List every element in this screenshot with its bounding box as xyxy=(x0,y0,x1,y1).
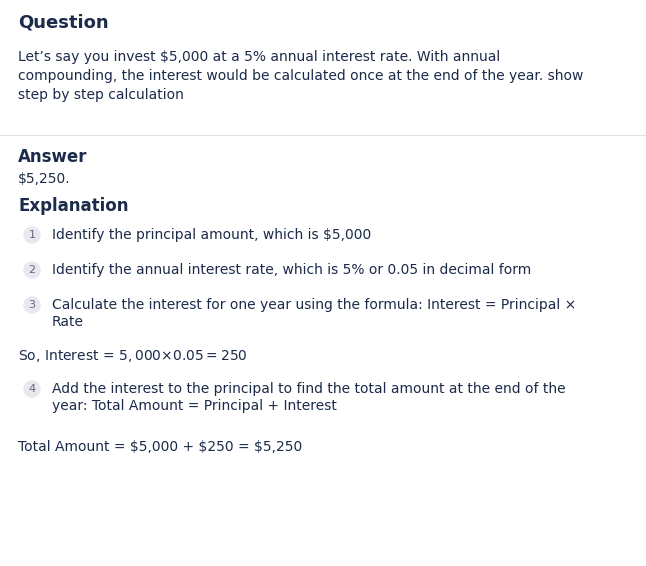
Circle shape xyxy=(24,297,40,313)
Text: Total Amount = $5,000 + $250 = $5,250: Total Amount = $5,000 + $250 = $5,250 xyxy=(18,440,302,454)
Circle shape xyxy=(24,262,40,278)
Circle shape xyxy=(24,381,40,397)
Text: Identify the principal amount, which is $5,000: Identify the principal amount, which is … xyxy=(52,228,371,242)
Text: Identify the annual interest rate, which is 5% or 0.05 in decimal form: Identify the annual interest rate, which… xyxy=(52,263,531,277)
Text: $5,250.: $5,250. xyxy=(18,172,70,186)
Text: Answer: Answer xyxy=(18,148,87,166)
Circle shape xyxy=(24,227,40,243)
Text: compounding, the interest would be calculated once at the end of the year. show: compounding, the interest would be calcu… xyxy=(18,69,583,83)
Text: 4: 4 xyxy=(28,384,36,394)
Text: Rate: Rate xyxy=(52,315,84,329)
Text: Calculate the interest for one year using the formula: Interest = Principal ×: Calculate the interest for one year usin… xyxy=(52,298,576,312)
Text: step by step calculation: step by step calculation xyxy=(18,88,184,102)
Text: Add the interest to the principal to find the total amount at the end of the: Add the interest to the principal to fin… xyxy=(52,382,566,396)
Text: Explanation: Explanation xyxy=(18,197,129,215)
Text: Let’s say you invest $5,000 at a 5% annual interest rate. With annual: Let’s say you invest $5,000 at a 5% annu… xyxy=(18,50,500,64)
Text: year: Total Amount = Principal + Interest: year: Total Amount = Principal + Interes… xyxy=(52,399,337,413)
Text: 2: 2 xyxy=(28,265,36,275)
Text: So, Interest = $5,000 × 0.05 = $250: So, Interest = $5,000 × 0.05 = $250 xyxy=(18,348,248,364)
Text: Question: Question xyxy=(18,14,109,32)
Text: 1: 1 xyxy=(28,230,36,240)
Text: 3: 3 xyxy=(28,300,36,310)
